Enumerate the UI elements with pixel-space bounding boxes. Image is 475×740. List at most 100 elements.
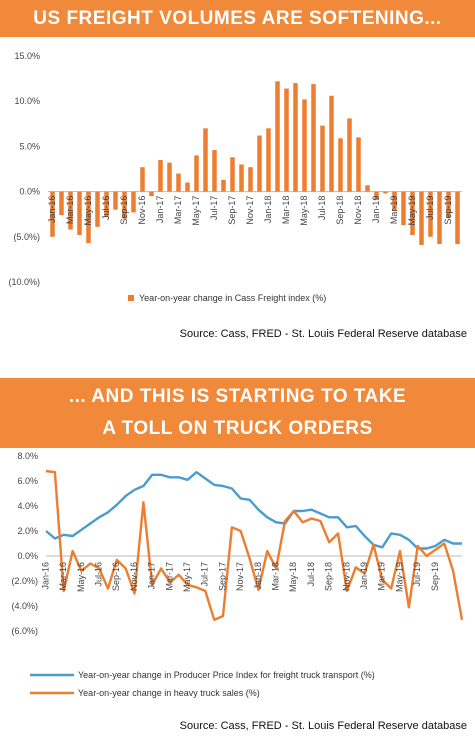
bar-Mar-19 bbox=[392, 191, 397, 211]
x-tick-label: May-19 bbox=[394, 562, 404, 592]
x-tick-label: Jan-16 bbox=[40, 562, 50, 590]
chart2-svg: 8.0% 6.0% 4.0% 2.0% 0.0% (2.0%) (4.0%) (6.0%) Ja… bbox=[11, 451, 464, 698]
bar-May-17 bbox=[194, 155, 199, 192]
x-tick-label: Sep-16 bbox=[119, 196, 129, 225]
bar-Apr-19 bbox=[401, 191, 406, 226]
x-tick-label: Mar-18 bbox=[281, 196, 291, 225]
x-tick-label: May-16 bbox=[83, 196, 93, 226]
x-tick-label: Nov-18 bbox=[353, 196, 363, 225]
x-tick-label: Jan-17 bbox=[147, 562, 157, 590]
bar-Sep-19 bbox=[446, 191, 451, 218]
x-tick-label: Nov-16 bbox=[129, 562, 139, 591]
series-line-2 bbox=[45, 469, 464, 622]
y-tick-label: 15.0% bbox=[14, 51, 40, 61]
chart2-title-line2: A TOLL ON TRUCK ORDERS bbox=[102, 418, 373, 439]
bar-Jan-19 bbox=[374, 191, 379, 200]
bar-Jul-16 bbox=[104, 191, 109, 217]
x-tick-label: May-19 bbox=[407, 196, 417, 226]
y-tick-label: 0.0% bbox=[19, 187, 40, 197]
x-tick-label: Mar-17 bbox=[164, 562, 174, 591]
chart2-title-line1: ... AND THIS IS STARTING TO TAKE bbox=[68, 386, 407, 407]
x-tick-label: Jul-17 bbox=[209, 196, 219, 221]
bar-Nov-17 bbox=[248, 167, 253, 192]
x-tick-label: Jan-18 bbox=[263, 196, 273, 224]
chart1-title: US FREIGHT VOLUMES ARE SOFTENING... bbox=[33, 8, 442, 29]
bar-Jun-17 bbox=[203, 128, 208, 192]
y-tick-label: 8.0% bbox=[17, 451, 38, 461]
x-tick-label: Jan-19 bbox=[359, 562, 369, 590]
x-tick-label: Nov-17 bbox=[245, 196, 255, 225]
bar-Mar-16 bbox=[68, 191, 73, 230]
bar-Oct-19 bbox=[455, 191, 460, 245]
x-tick-label: Jan-16 bbox=[47, 196, 57, 224]
x-tick-label: Sep-17 bbox=[227, 196, 237, 225]
bar-Feb-16 bbox=[59, 191, 64, 216]
bar-Jun-16 bbox=[95, 191, 100, 227]
bar-Nov-16 bbox=[140, 167, 145, 192]
bar-Feb-19 bbox=[383, 191, 388, 194]
x-tick-label: Mar-19 bbox=[377, 562, 387, 591]
x-tick-label: Mar-16 bbox=[65, 196, 75, 225]
x-tick-label: Jul-18 bbox=[317, 196, 327, 221]
bar-Jul-19 bbox=[428, 191, 433, 237]
bar-Apr-17 bbox=[185, 182, 190, 192]
bar-Dec-16 bbox=[149, 191, 154, 197]
bar-Sep-18 bbox=[338, 138, 343, 192]
legend-swatch bbox=[128, 295, 134, 301]
y-tick-label: 4.0% bbox=[17, 501, 38, 511]
bar-Sep-16 bbox=[122, 191, 127, 219]
bar-Jan-17 bbox=[158, 159, 163, 192]
bar-Jan-18 bbox=[266, 128, 271, 192]
x-tick-label: Nov-16 bbox=[137, 196, 147, 225]
x-tick-label: Nov-17 bbox=[235, 562, 245, 591]
y-tick-label: 0.0% bbox=[17, 551, 38, 561]
legend-label: Year-on-year change in Cass Freight inde… bbox=[139, 293, 326, 303]
x-tick-label: Jul-16 bbox=[101, 196, 111, 221]
x-tick-label: Sep-18 bbox=[335, 196, 345, 225]
legend-label-2: Year-on-year change in heavy truck sales… bbox=[78, 688, 260, 698]
x-tick-label: May-16 bbox=[76, 562, 86, 592]
y-tick-label: (10.0%) bbox=[8, 277, 40, 287]
bar-May-18 bbox=[302, 99, 307, 192]
bar-Dec-18 bbox=[365, 185, 370, 192]
bar-Aug-17 bbox=[221, 179, 226, 192]
bar-Aug-18 bbox=[329, 95, 334, 192]
y-tick-label: (6.0%) bbox=[11, 626, 38, 636]
bar-Aug-19 bbox=[437, 191, 442, 245]
y-tick-label: (2.0%) bbox=[11, 576, 38, 586]
bar-Sep-17 bbox=[230, 157, 235, 192]
y-tick-label: 2.0% bbox=[17, 526, 38, 536]
x-tick-label: Mar-17 bbox=[173, 196, 183, 225]
y-tick-label: 10.0% bbox=[14, 96, 40, 106]
bar-Feb-17 bbox=[167, 162, 172, 192]
bar-Oct-18 bbox=[347, 118, 352, 192]
x-tick-label: Sep-17 bbox=[217, 562, 227, 591]
x-tick-label: Jul-17 bbox=[200, 562, 210, 587]
header-banner-2: ... AND THIS IS STARTING TO TAKE A TOLL … bbox=[0, 378, 475, 448]
x-tick-label: Jan-18 bbox=[253, 562, 263, 590]
x-tick-label: May-18 bbox=[299, 196, 309, 226]
bar-Jan-16 bbox=[50, 191, 55, 237]
bar-Nov-18 bbox=[356, 137, 361, 192]
header-banner-1: US FREIGHT VOLUMES ARE SOFTENING... bbox=[0, 0, 475, 37]
bar-Jul-17 bbox=[212, 150, 217, 192]
bar-Jul-18 bbox=[320, 125, 325, 192]
x-tick-label: Jul-19 bbox=[425, 196, 435, 221]
bar-Feb-18 bbox=[275, 81, 280, 192]
bar-Apr-16 bbox=[77, 191, 82, 235]
x-tick-label: Jul-16 bbox=[93, 562, 103, 587]
legend-label-1: Year-on-year change in Producer Price In… bbox=[78, 670, 375, 680]
x-tick-label: Jan-19 bbox=[371, 196, 381, 224]
x-tick-label: Jan-17 bbox=[155, 196, 165, 224]
x-tick-label: Nov-18 bbox=[341, 562, 351, 591]
x-tick-label: May-18 bbox=[288, 562, 298, 592]
bar-Aug-16 bbox=[113, 191, 118, 210]
bar-Jun-19 bbox=[419, 191, 424, 245]
bar-Jun-18 bbox=[311, 84, 316, 192]
y-tick-label: (5.0%) bbox=[13, 232, 40, 242]
y-tick-label: 6.0% bbox=[17, 476, 38, 486]
x-tick-label: Sep-19 bbox=[430, 562, 440, 591]
x-tick-label: Sep-19 bbox=[443, 196, 453, 225]
x-tick-label: Mar-19 bbox=[389, 196, 399, 225]
x-tick-label: Mar-16 bbox=[58, 562, 68, 591]
